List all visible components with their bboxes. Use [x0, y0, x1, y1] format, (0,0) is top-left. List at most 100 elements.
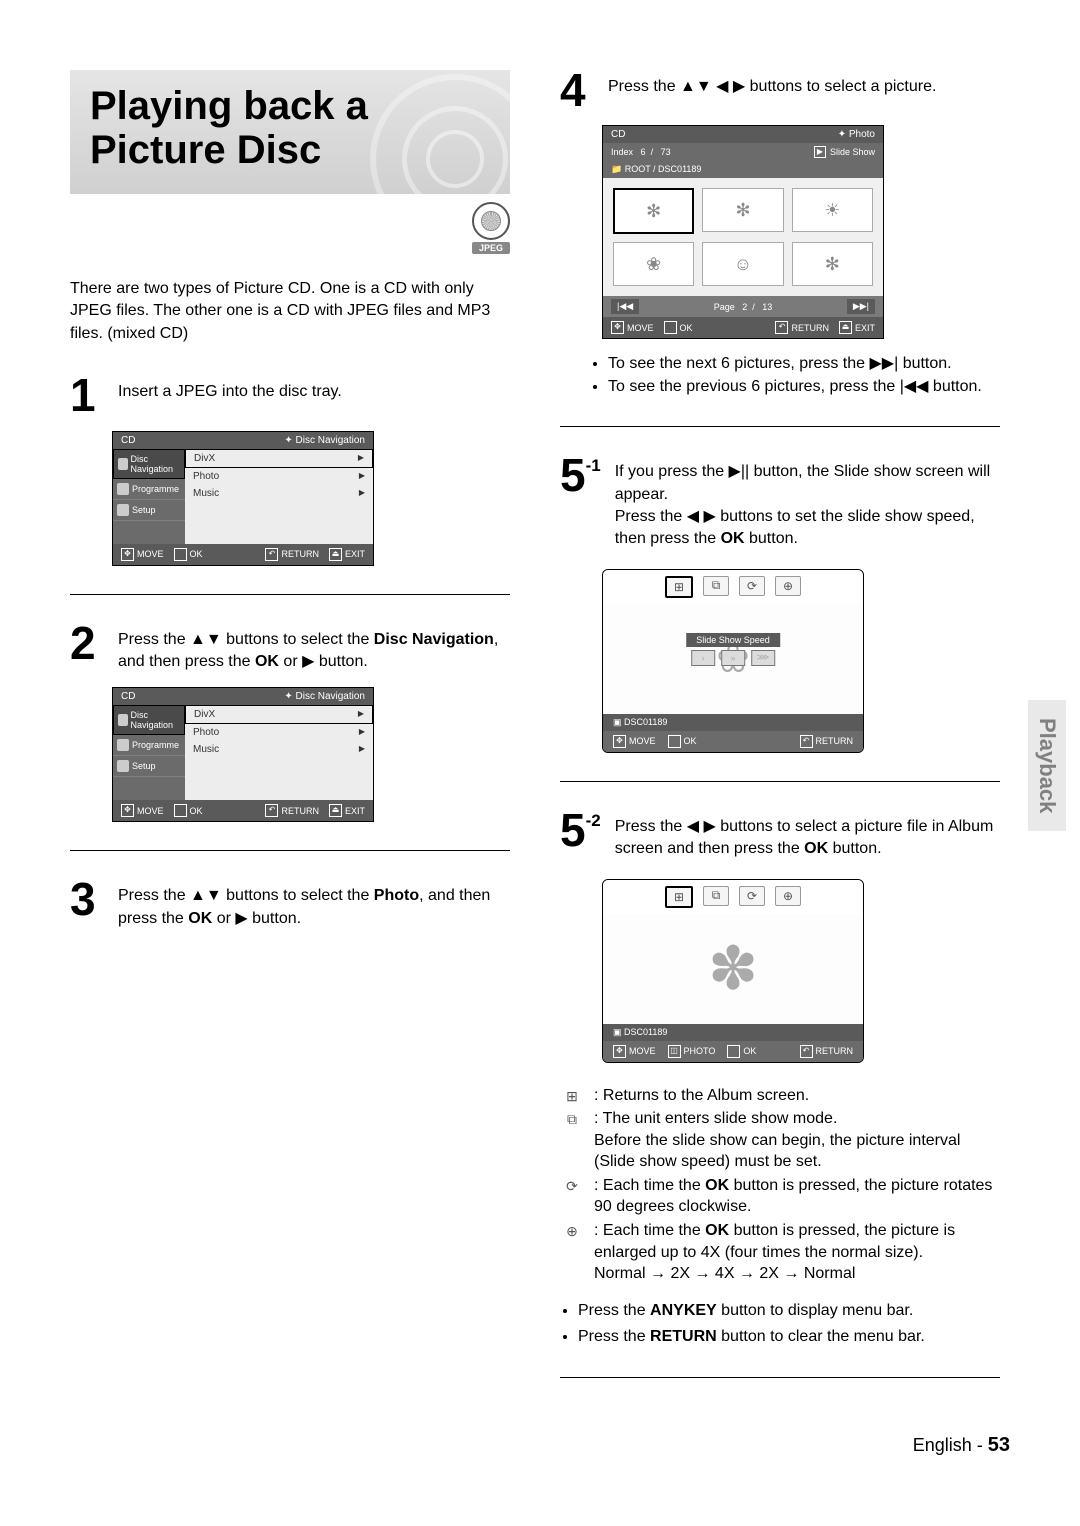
- step-number: 1: [70, 375, 104, 416]
- speed-2[interactable]: »: [721, 650, 745, 666]
- section-tab: Playback: [1028, 700, 1066, 831]
- step-2-text: Press the ▲▼ buttons to select the Disc …: [118, 623, 510, 674]
- sidebar-setup[interactable]: Setup: [113, 756, 185, 777]
- anykey-tip: Press the ANYKEY button to display menu …: [578, 1299, 1000, 1323]
- prev-page-button[interactable]: |◀◀: [611, 299, 639, 314]
- arrow-icon: ▶: [359, 727, 365, 738]
- thumbnail[interactable]: ✻: [792, 242, 873, 286]
- ok-icon: [174, 804, 187, 817]
- ui-sidebar: Disc Navigation Programme Setup: [113, 705, 185, 800]
- thumbnail[interactable]: ☀: [792, 188, 873, 232]
- move-icon: ✥: [121, 804, 134, 817]
- exit-icon: ⏏: [329, 548, 342, 561]
- foot-return: ↶RETURN: [800, 735, 854, 748]
- step-4-tips: To see the next 6 pictures, press the ▶▶…: [590, 353, 1000, 398]
- thumbnail[interactable]: ✻: [702, 188, 783, 232]
- disc-icon: [118, 458, 128, 470]
- legend-text: : Returns to the Album screen.: [594, 1085, 809, 1107]
- photo-subheader: Index 6 / 73 ▶ Slide Show: [603, 143, 883, 161]
- foot-move: ✥MOVE: [121, 548, 164, 561]
- slideshow-icon[interactable]: ⧉: [703, 576, 729, 596]
- step-4: 4 Press the ▲▼ ◀ ▶ buttons to select a p…: [560, 70, 1000, 111]
- return-tip: Press the RETURN button to clear the men…: [578, 1325, 1000, 1349]
- arrow-icon: ▶: [358, 709, 364, 720]
- thumbnail[interactable]: ☺: [702, 242, 783, 286]
- return-icon: ↶: [265, 804, 278, 817]
- slideshow-icon: ⧉: [560, 1108, 584, 1173]
- sidebar-programme[interactable]: Programme: [113, 479, 185, 500]
- tip-next-6: To see the next 6 pictures, press the ▶▶…: [608, 353, 1000, 375]
- list-divx[interactable]: DivX▶: [185, 449, 373, 468]
- rotate-icon[interactable]: ⟳: [739, 886, 765, 906]
- sidebar-disc-nav[interactable]: Disc Navigation: [113, 705, 185, 735]
- page-footer: English - 53: [70, 1434, 1010, 1457]
- ui-header-right: Disc Navigation: [284, 435, 365, 446]
- icon-legend: ⊞ : Returns to the Album screen. ⧉ : The…: [560, 1085, 1000, 1285]
- exit-icon: ⏏: [329, 804, 342, 817]
- single-image-ui: ⊞ ⧉ ⟳ ⊕ ✽ ▣ DSC01189 ✥MOVE ◫PHOTO OK ↶RE…: [602, 879, 864, 1063]
- arrow-icon: ▶: [358, 453, 364, 464]
- move-icon: ✥: [613, 735, 626, 748]
- slideshow-button[interactable]: ▶ Slide Show: [814, 146, 875, 158]
- foot-ok: OK: [174, 548, 203, 561]
- divider: [560, 1377, 1000, 1378]
- footer-page: 53: [988, 1434, 1010, 1456]
- disc-nav-ui-2: CD Disc Navigation Disc Navigation Progr…: [112, 687, 374, 822]
- return-icon: ↶: [265, 548, 278, 561]
- ui-list: DivX▶ Photo▶ Music▶: [185, 705, 373, 800]
- zoom-icon[interactable]: ⊕: [775, 886, 801, 906]
- step-4-text: Press the ▲▼ ◀ ▶ buttons to select a pic…: [608, 70, 936, 111]
- album-icon[interactable]: ⊞: [665, 886, 693, 908]
- two-columns: Playing back a Picture Disc JPEG There a…: [70, 70, 1010, 1406]
- foot-return: ↶RETURN: [775, 321, 829, 334]
- foot-move: ✥MOVE: [613, 735, 656, 748]
- list-photo[interactable]: Photo▶: [185, 468, 373, 485]
- ui-sidebar: Disc Navigation Programme Setup: [113, 449, 185, 544]
- legend-row: ⟳ : Each time the OK button is pressed, …: [560, 1175, 1000, 1218]
- slideshow-speed-ui: ⊞ ⧉ ⟳ ⊕ ❀ Slide Show Speed › » ⋙: [602, 569, 864, 753]
- ui-footer: ✥MOVE OK ↶RETURN ⏏EXIT: [113, 544, 373, 565]
- legend-row: ⊕ : Each time the OK button is pressed, …: [560, 1220, 1000, 1285]
- step-5-2-text: Press the ◀ ▶ buttons to select a pictur…: [615, 810, 1000, 861]
- step-3-text: Press the ▲▼ buttons to select the Photo…: [118, 879, 510, 930]
- sidebar-disc-nav[interactable]: Disc Navigation: [113, 449, 185, 479]
- list-divx[interactable]: DivX▶: [185, 705, 373, 724]
- ui-footer: ✥MOVE ◫PHOTO OK ↶RETURN: [603, 1041, 863, 1062]
- image-caption: ▣ DSC01189: [603, 714, 863, 731]
- ui-footer: ✥MOVE OK ↶RETURN: [603, 731, 863, 752]
- rotate-icon[interactable]: ⟳: [739, 576, 765, 596]
- page-nav: |◀◀ Page 2 / 13 ▶▶|: [603, 296, 883, 317]
- jpeg-icon: [472, 202, 510, 240]
- next-page-button[interactable]: ▶▶|: [847, 299, 875, 314]
- image-caption: ▣ DSC01189: [603, 1024, 863, 1041]
- foot-ok: OK: [668, 735, 697, 748]
- foot-exit: ⏏EXIT: [329, 548, 365, 561]
- step-1-text: Insert a JPEG into the disc tray.: [118, 375, 342, 416]
- title-block: Playing back a Picture Disc: [70, 70, 510, 194]
- step-5-2: 5-2 Press the ◀ ▶ buttons to select a pi…: [560, 810, 1000, 861]
- gear-icon: [117, 760, 129, 772]
- move-icon: ✥: [613, 1045, 626, 1058]
- speed-buttons: › » ⋙: [686, 650, 780, 666]
- zoom-icon[interactable]: ⊕: [775, 576, 801, 596]
- step-number: 2: [70, 623, 104, 674]
- return-icon: ↶: [775, 321, 788, 334]
- list-photo[interactable]: Photo▶: [185, 724, 373, 741]
- foot-return: ↶RETURN: [265, 804, 319, 817]
- foot-ok: OK: [174, 804, 203, 817]
- sidebar-setup[interactable]: Setup: [113, 500, 185, 521]
- gear-icon: [117, 504, 129, 516]
- speed-3[interactable]: ⋙: [751, 650, 775, 666]
- legend-row: ⊞ : Returns to the Album screen.: [560, 1085, 1000, 1107]
- breadcrumb: 📁 ROOT / DSC01189: [603, 161, 883, 178]
- list-music[interactable]: Music▶: [185, 485, 373, 502]
- speed-1[interactable]: ›: [691, 650, 715, 666]
- intro-text: There are two types of Picture CD. One i…: [70, 278, 510, 345]
- sidebar-programme[interactable]: Programme: [113, 735, 185, 756]
- thumbnail[interactable]: ❀: [613, 242, 694, 286]
- thumbnail[interactable]: ✻: [613, 188, 694, 234]
- slideshow-icon[interactable]: ⧉: [703, 886, 729, 906]
- album-icon[interactable]: ⊞: [665, 576, 693, 598]
- legend-text: : Each time the OK button is pressed, th…: [594, 1220, 1000, 1285]
- list-music[interactable]: Music▶: [185, 741, 373, 758]
